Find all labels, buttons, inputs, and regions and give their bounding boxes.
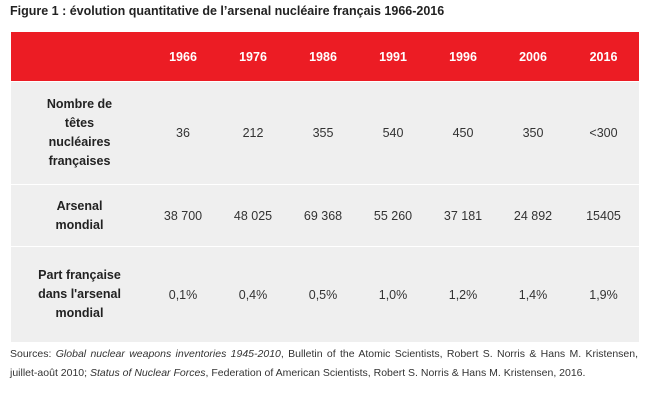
table-cell: 1,0% (358, 246, 428, 342)
header-corner (11, 32, 148, 82)
table-header-row: 1966 1976 1986 1991 1996 2006 2016 (11, 32, 639, 82)
source-text-2: , Federation of American Scientists, Rob… (205, 367, 586, 379)
table-row-french-share: Part française dans l'arsenal mondial 0,… (11, 246, 639, 342)
table-cell: 450 (428, 81, 498, 185)
table-cell: 355 (288, 81, 358, 185)
year-header: 1996 (428, 32, 498, 82)
row-label-line: mondial (55, 306, 104, 321)
table-cell: 15405 (568, 183, 639, 247)
year-header: 1966 (148, 32, 218, 82)
source-text-1: , Bulletin of the Atomic Scientists, Rob… (10, 348, 639, 379)
table-cell: 540 (358, 81, 428, 185)
table-cell: <300 (568, 81, 639, 185)
source-title-2: Status of Nuclear Forces (89, 367, 206, 379)
table-cell: 350 (498, 81, 568, 185)
table-cell: 38 700 (148, 183, 218, 247)
table-cell: 24 892 (498, 183, 568, 247)
table-cell: 212 (218, 81, 288, 185)
year-header: 2016 (568, 32, 639, 82)
row-label: Arsenal mondial (11, 183, 148, 247)
row-label-line: dans l'arsenal (38, 287, 121, 302)
sources-note: Sources: Global nuclear weapons inventor… (10, 345, 638, 383)
row-label-line: mondial (55, 217, 104, 232)
table-cell: 69 368 (288, 183, 358, 247)
table-cell: 0,5% (288, 246, 358, 342)
table-cell: 1,2% (428, 246, 498, 342)
sources-prefix: Sources: (10, 348, 56, 360)
year-header: 1991 (358, 32, 428, 82)
table-cell: 0,1% (148, 246, 218, 342)
table-cell: 1,9% (568, 246, 639, 342)
year-header: 1986 (288, 32, 358, 82)
table-row-french-warheads: Nombre de têtes nucléaires françaises 36… (11, 81, 639, 185)
table-cell: 0,4% (218, 246, 288, 342)
source-title-1: Global nuclear weapons inventories 1945-… (55, 348, 281, 360)
row-label: Nombre de têtes nucléaires françaises (11, 81, 148, 185)
row-label-line: Nombre de (46, 96, 113, 111)
row-label-line: françaises (48, 153, 111, 168)
figure-title: Figure 1 : évolution quantitative de l’a… (10, 4, 445, 18)
table-cell: 48 025 (218, 183, 288, 247)
year-header: 2006 (498, 32, 568, 82)
table-cell: 37 181 (428, 183, 498, 247)
row-label-line: nucléaires (48, 134, 111, 149)
table-row-world-arsenal: Arsenal mondial 38 700 48 025 69 368 55 … (11, 183, 639, 247)
row-label-line: têtes (64, 115, 95, 130)
table-cell: 55 260 (358, 183, 428, 247)
row-label-line: Arsenal (56, 198, 103, 213)
row-label: Part française dans l'arsenal mondial (11, 246, 148, 342)
year-header: 1976 (218, 32, 288, 82)
row-label-line: Part française (38, 268, 121, 283)
table-cell: 36 (148, 81, 218, 185)
table-cell: 1,4% (498, 246, 568, 342)
nuclear-arsenal-table: 1966 1976 1986 1991 1996 2006 2016 Nombr… (11, 32, 639, 342)
